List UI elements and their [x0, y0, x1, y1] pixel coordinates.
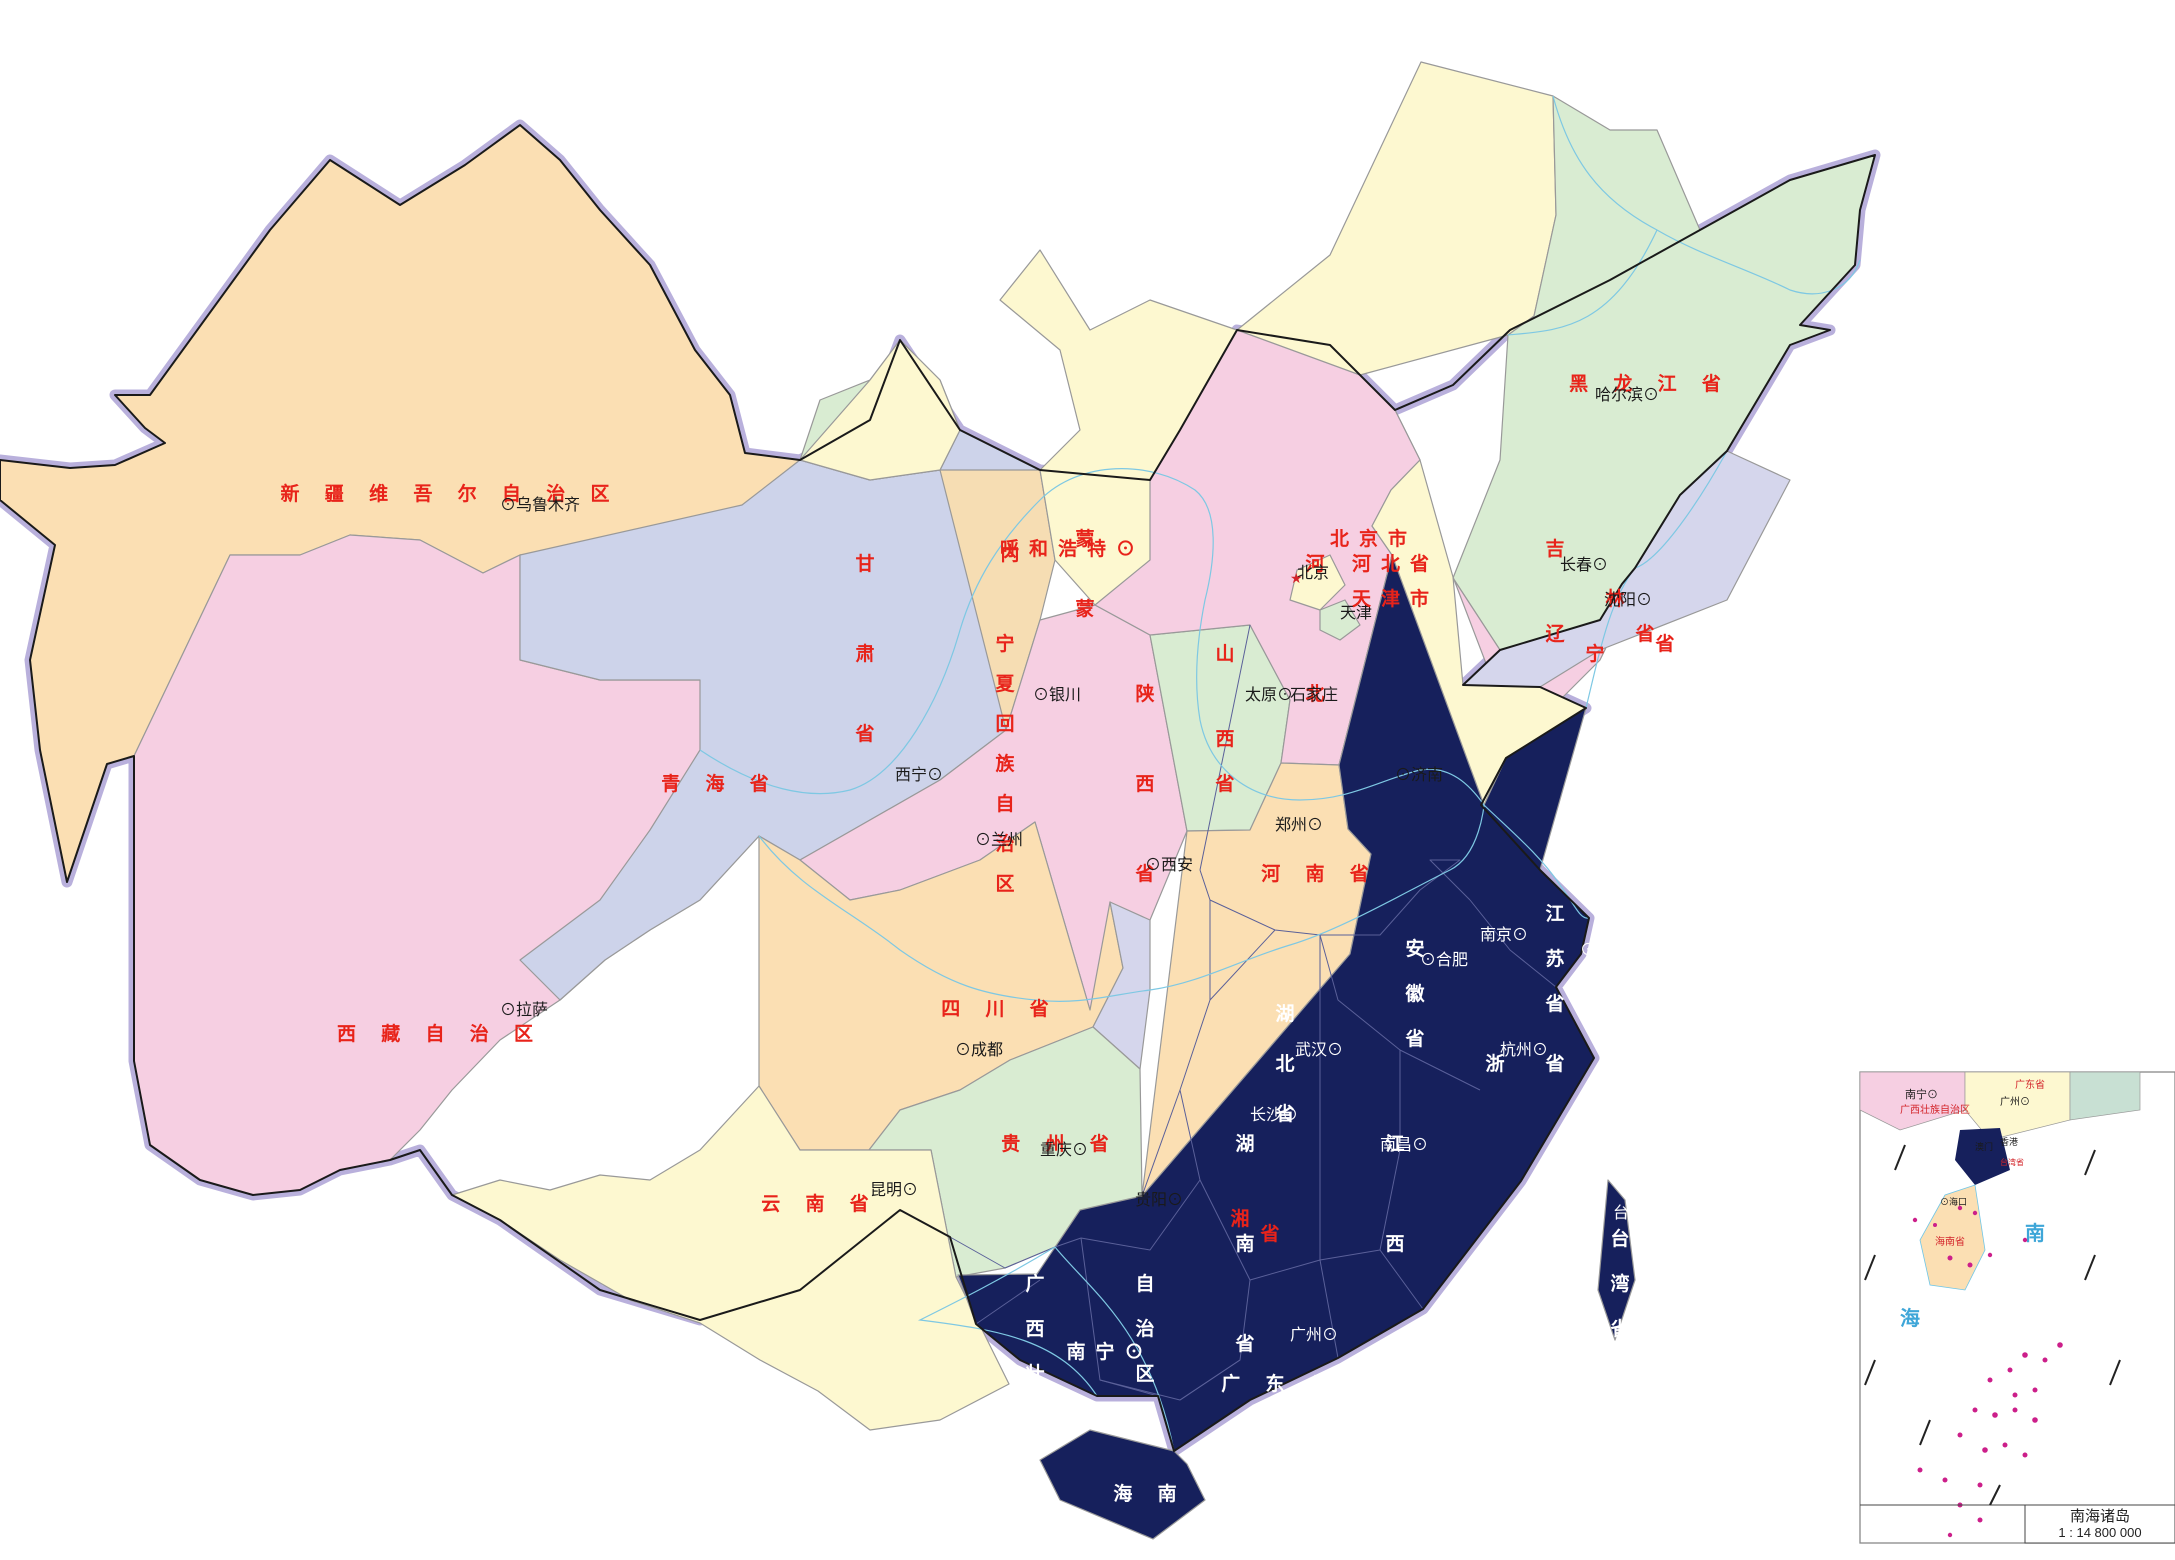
svg-text:武汉⊙: 武汉⊙ [1295, 1041, 1343, 1059]
svg-text:广: 广 [1025, 1272, 1054, 1295]
svg-text:青 海 省: 青 海 省 [661, 772, 779, 795]
svg-text:西宁⊙: 西宁⊙ [895, 766, 943, 784]
svg-text:台湾省: 台湾省 [2000, 1157, 2024, 1167]
svg-text:江: 江 [1545, 903, 1574, 925]
svg-text:⊙济南: ⊙济南 [1395, 766, 1443, 784]
svg-text:北京市: 北京市 [1330, 527, 1417, 550]
svg-text:贵阳⊙: 贵阳⊙ [1135, 1191, 1183, 1209]
svg-text:蒙: 蒙 [1075, 598, 1104, 620]
svg-text:⊙乌鲁木齐: ⊙乌鲁木齐 [500, 496, 580, 514]
svg-text:省: 省 [1404, 1028, 1434, 1050]
svg-text:⊙成都: ⊙成都 [955, 1041, 1003, 1059]
svg-text:广东省: 广东省 [2015, 1078, 2045, 1091]
svg-text:广州⊙: 广州⊙ [2000, 1096, 2030, 1108]
svg-text:苏: 苏 [1545, 947, 1574, 970]
svg-text:★: ★ [1290, 570, 1303, 586]
svg-text:河 南 省: 河 南 省 [1261, 863, 1379, 885]
svg-text:省: 省 [1544, 993, 1574, 1015]
svg-text:澳门: 澳门 [1975, 1141, 1993, 1152]
svg-text:1 : 14 800 000: 1 : 14 800 000 [2058, 1525, 2141, 1540]
svg-text:海南省: 海南省 [1935, 1235, 1965, 1248]
svg-text:四 川 省: 四 川 省 [941, 998, 1059, 1020]
svg-text:福州⊙: 福州⊙ [1560, 1181, 1608, 1199]
svg-text:族: 族 [1025, 1407, 1054, 1430]
svg-text:南: 南 [1235, 1233, 1264, 1255]
svg-text:山: 山 [1215, 643, 1244, 665]
svg-text:广西壮族自治区: 广西壮族自治区 [1900, 1103, 1970, 1116]
svg-text:昆明⊙: 昆明⊙ [870, 1182, 918, 1199]
svg-text:区: 区 [1135, 1364, 1164, 1385]
svg-text:治: 治 [1135, 1317, 1164, 1340]
svg-text:省: 省 [1214, 773, 1244, 795]
svg-text:⊙上海: ⊙上海 [1580, 941, 1628, 959]
svg-text:石家庄: 石家庄 [1290, 686, 1338, 704]
svg-text:壮: 壮 [1025, 1362, 1054, 1385]
svg-text:省: 省 [1609, 1318, 1639, 1340]
svg-text:⊙合肥: ⊙合肥 [1420, 951, 1468, 969]
svg-text:回: 回 [995, 713, 1024, 735]
svg-text:⊙拉萨: ⊙拉萨 [500, 1001, 548, 1019]
svg-text:云 南 省: 云 南 省 [761, 1193, 879, 1215]
svg-text:南昌⊙: 南昌⊙ [1380, 1136, 1428, 1154]
svg-text:呼和浩特⊙: 呼和浩特⊙ [1000, 537, 1145, 560]
svg-text:南海诸岛: 南海诸岛 [2070, 1508, 2130, 1525]
svg-text:南京⊙: 南京⊙ [1480, 926, 1528, 944]
svg-text:自: 自 [1135, 1272, 1164, 1295]
svg-text:哈尔滨⊙: 哈尔滨⊙ [1595, 386, 1659, 404]
svg-text:长春⊙: 长春⊙ [1560, 556, 1608, 574]
svg-text:省: 省 [1234, 1333, 1264, 1355]
svg-text:香港: 香港 [2000, 1136, 2018, 1147]
svg-text:天津市: 天津市 [1352, 587, 1439, 610]
svg-text:甘: 甘 [855, 553, 884, 575]
svg-text:省: 省 [1544, 1053, 1574, 1075]
svg-text:西: 西 [1025, 1319, 1054, 1340]
svg-text:南: 南 [2025, 1222, 2045, 1245]
svg-text:湖: 湖 [1235, 1133, 1264, 1155]
svg-text:徽: 徽 [1404, 982, 1434, 1005]
svg-text:宁: 宁 [995, 632, 1024, 655]
svg-text:郑州⊙: 郑州⊙ [1275, 816, 1323, 834]
svg-text:陕: 陕 [1135, 682, 1164, 705]
svg-text:⊙西安: ⊙西安 [1145, 856, 1193, 874]
svg-text:西: 西 [1215, 729, 1244, 750]
svg-text:广州⊙: 广州⊙ [1290, 1326, 1338, 1344]
svg-text:肃: 肃 [855, 642, 884, 665]
svg-text:海 南: 海 南 [1113, 1482, 1186, 1505]
svg-text:台: 台 [1610, 1227, 1639, 1250]
svg-text:南宁⊙: 南宁⊙ [1905, 1087, 1938, 1101]
svg-text:湘: 湘 [1230, 1207, 1259, 1230]
svg-text:长沙⊙: 长沙⊙ [1250, 1106, 1298, 1124]
svg-text:沈阳⊙: 沈阳⊙ [1604, 591, 1652, 609]
svg-text:湖: 湖 [1275, 1003, 1304, 1025]
svg-text:福 建 省: 福 建 省 [1490, 1232, 1609, 1255]
svg-text:区: 区 [995, 874, 1024, 895]
svg-text:广 东 省: 广 东 省 [1221, 1372, 1339, 1395]
svg-text:夏: 夏 [995, 673, 1024, 695]
svg-text:宁: 宁 [1585, 642, 1614, 665]
svg-text:太原⊙: 太原⊙ [1245, 686, 1293, 704]
svg-text:省: 省 [1384, 1333, 1414, 1355]
svg-text:辽: 辽 [1545, 623, 1574, 645]
svg-text:西: 西 [1385, 1234, 1414, 1255]
svg-text:省: 省 [1654, 633, 1684, 655]
svg-text:海: 海 [1900, 1306, 1920, 1330]
svg-text:台北⊙: 台北⊙ [1613, 1204, 1661, 1222]
svg-text:南宁⊙: 南宁⊙ [1066, 1340, 1153, 1363]
svg-text:湾: 湾 [1610, 1272, 1639, 1295]
svg-text:省: 省 [854, 723, 884, 745]
svg-text:族: 族 [995, 752, 1024, 775]
svg-text:⊙兰州: ⊙兰州 [975, 831, 1023, 849]
svg-text:⊙海口: ⊙海口 [1940, 1196, 1967, 1207]
svg-text:西: 西 [1135, 774, 1164, 795]
svg-text:自: 自 [995, 792, 1024, 815]
svg-text:杭州⊙: 杭州⊙ [1500, 1041, 1548, 1059]
svg-text:⊙海口: ⊙海口 [1193, 1448, 1241, 1466]
svg-text:⊙银川: ⊙银川 [1033, 686, 1081, 704]
svg-text:重庆⊙: 重庆⊙ [1040, 1141, 1088, 1159]
svg-text:河北省: 河北省 [1352, 553, 1439, 575]
svg-text:西 藏 自 治 区: 西 藏 自 治 区 [337, 1022, 543, 1045]
